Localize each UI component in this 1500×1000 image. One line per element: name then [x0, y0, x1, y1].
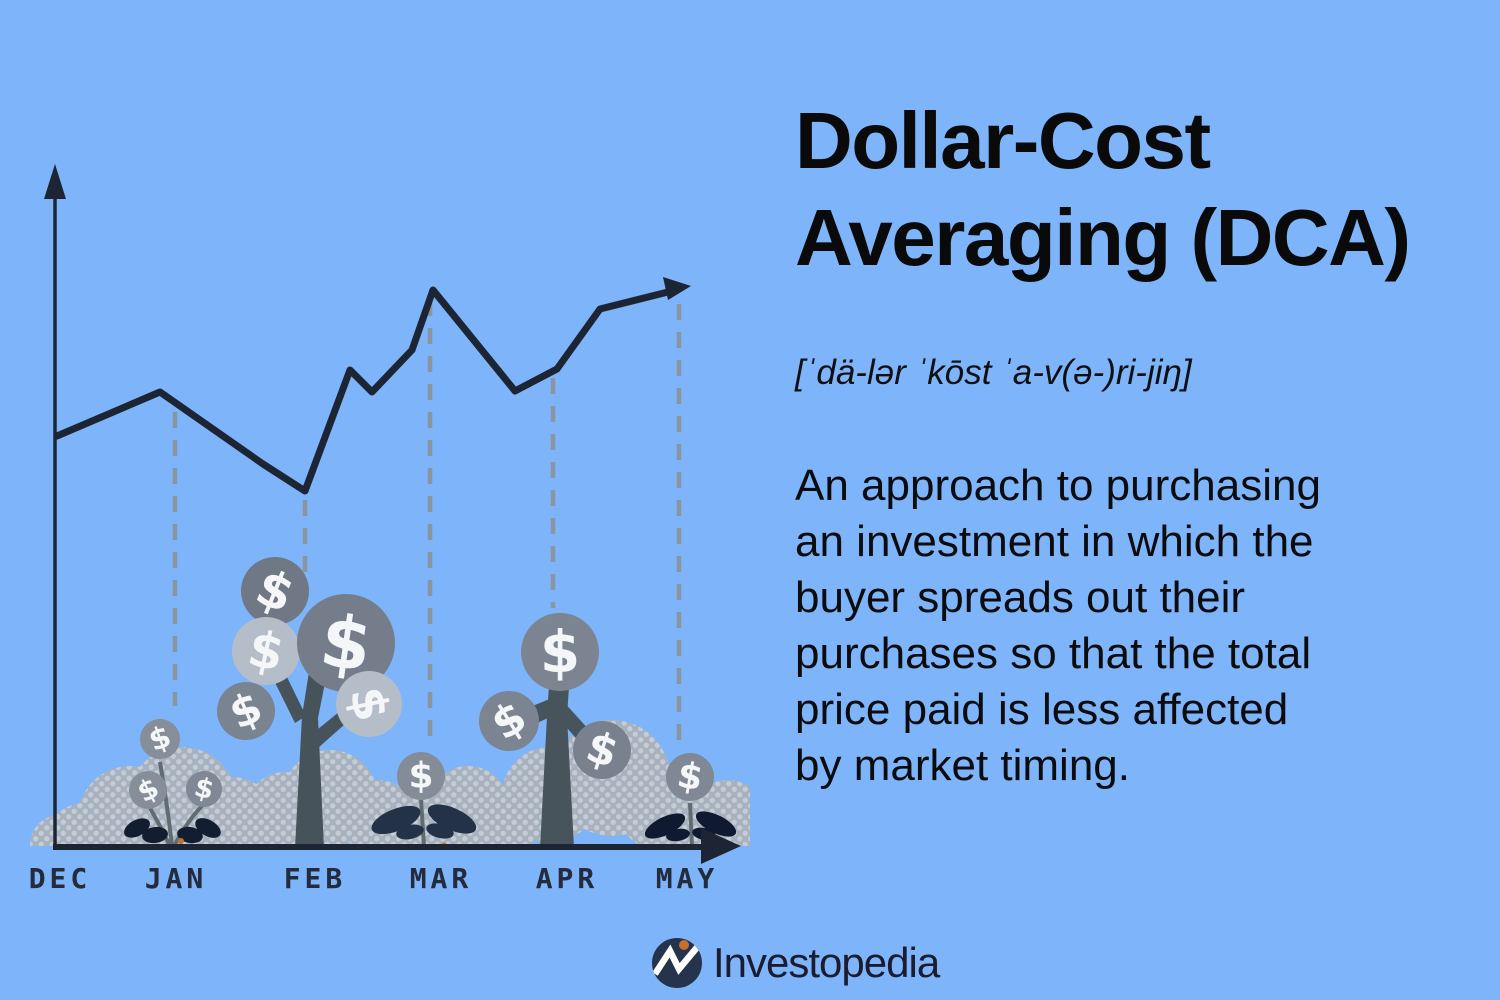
coin: $	[129, 771, 167, 809]
month-labels: DEC JAN FEB MAR APR MAY	[29, 862, 719, 895]
dca-chart-illustration: $ $ $ $ $	[29, 164, 750, 895]
price-line-arrowhead	[663, 277, 691, 300]
definition-line: an investment in which the	[795, 517, 1314, 566]
coin: $	[217, 682, 275, 740]
coin: $	[297, 594, 395, 692]
coin: $	[397, 752, 445, 800]
month-label-dec: DEC	[29, 862, 92, 895]
x-axis-arrowhead	[701, 828, 741, 864]
page-title: Dollar-Cost Averaging (DCA)	[795, 92, 1475, 286]
title-line-1: Dollar-Cost	[795, 96, 1211, 185]
orange-seed-dot	[178, 838, 184, 844]
month-label-feb: FEB	[284, 862, 347, 895]
price-line	[53, 277, 691, 495]
svg-text:$: $	[540, 618, 580, 686]
coin: $	[666, 753, 714, 801]
money-plant-may: $	[644, 753, 737, 847]
month-label-mar: MAR	[410, 862, 473, 895]
coin: $	[232, 617, 300, 685]
coin: $	[479, 691, 539, 751]
coin: $	[521, 613, 599, 691]
svg-text:$: $	[408, 756, 433, 797]
investopedia-logo-icon	[652, 938, 702, 988]
money-plant-mar: $	[371, 752, 477, 848]
title-line-2: Averaging (DCA)	[795, 193, 1411, 282]
pronunciation: [ˈdä-lər ˈkōst ˈa-v(ə-)ri-jiŋ]	[795, 353, 1192, 392]
month-label-apr: APR	[536, 862, 599, 895]
money-tree-apr: $ $ $	[479, 613, 631, 848]
y-axis-arrowhead	[44, 164, 66, 199]
definition-line: price paid is less affected	[795, 685, 1289, 734]
month-label-jan: JAN	[145, 862, 208, 895]
month-label-may: MAY	[656, 862, 719, 895]
x-axis	[53, 828, 741, 864]
money-tree-feb: $ $ $ $ $	[217, 557, 402, 848]
coin: $	[573, 721, 631, 779]
y-axis	[44, 164, 66, 848]
money-plant-jan: $ $ $	[124, 719, 222, 847]
coin: $	[336, 671, 402, 737]
logo-orange-dot	[679, 940, 689, 950]
definition-line: An approach to purchasing	[795, 461, 1321, 510]
month-dashed-lines	[172, 300, 682, 750]
definition-text: An approach to purchasing an investment …	[795, 458, 1475, 794]
definition-line: buyer spreads out their	[795, 573, 1246, 622]
investopedia-logo: Investopedia	[652, 938, 940, 988]
coin: $	[186, 771, 222, 807]
definition-line: purchases so that the total	[795, 629, 1312, 678]
definition-line: by market timing.	[795, 741, 1130, 790]
investopedia-logo-text: Investopedia	[713, 939, 940, 986]
coin: $	[241, 557, 309, 625]
coin: $	[140, 719, 180, 759]
